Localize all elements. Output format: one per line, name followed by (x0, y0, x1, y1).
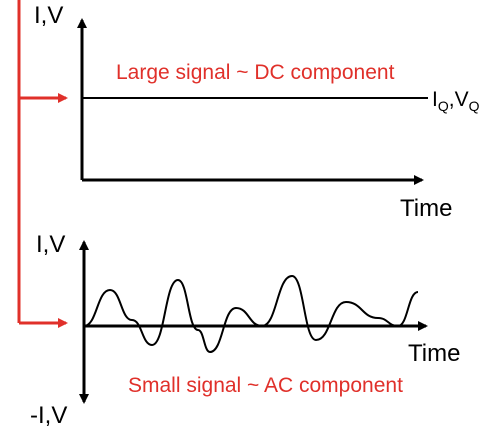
dc-line-label-v: ,V (448, 88, 469, 111)
bottom-x-axis-label: Time (408, 340, 461, 367)
dc-line-label-sub-q: Q (437, 98, 449, 114)
red-bracket (17, 0, 68, 328)
dc-line-label-i: I (432, 88, 438, 111)
top-axes (77, 18, 428, 185)
top-x-axis-label: Time (400, 195, 453, 222)
ac-signal-wave (83, 274, 419, 354)
bottom-y-axis-label-top: I,V (36, 231, 66, 258)
bottom-axes (79, 240, 428, 404)
dc-annotation: Large signal ~ DC component (116, 61, 395, 84)
dc-line-label-sub-q2: Q (468, 98, 480, 114)
dc-line-label: IQ,VQ (432, 89, 479, 113)
ac-annotation: Small signal ~ AC component (128, 374, 403, 397)
bottom-y-axis-label-bottom: -I,V (30, 402, 68, 429)
top-y-axis-label: I,V (34, 2, 64, 29)
